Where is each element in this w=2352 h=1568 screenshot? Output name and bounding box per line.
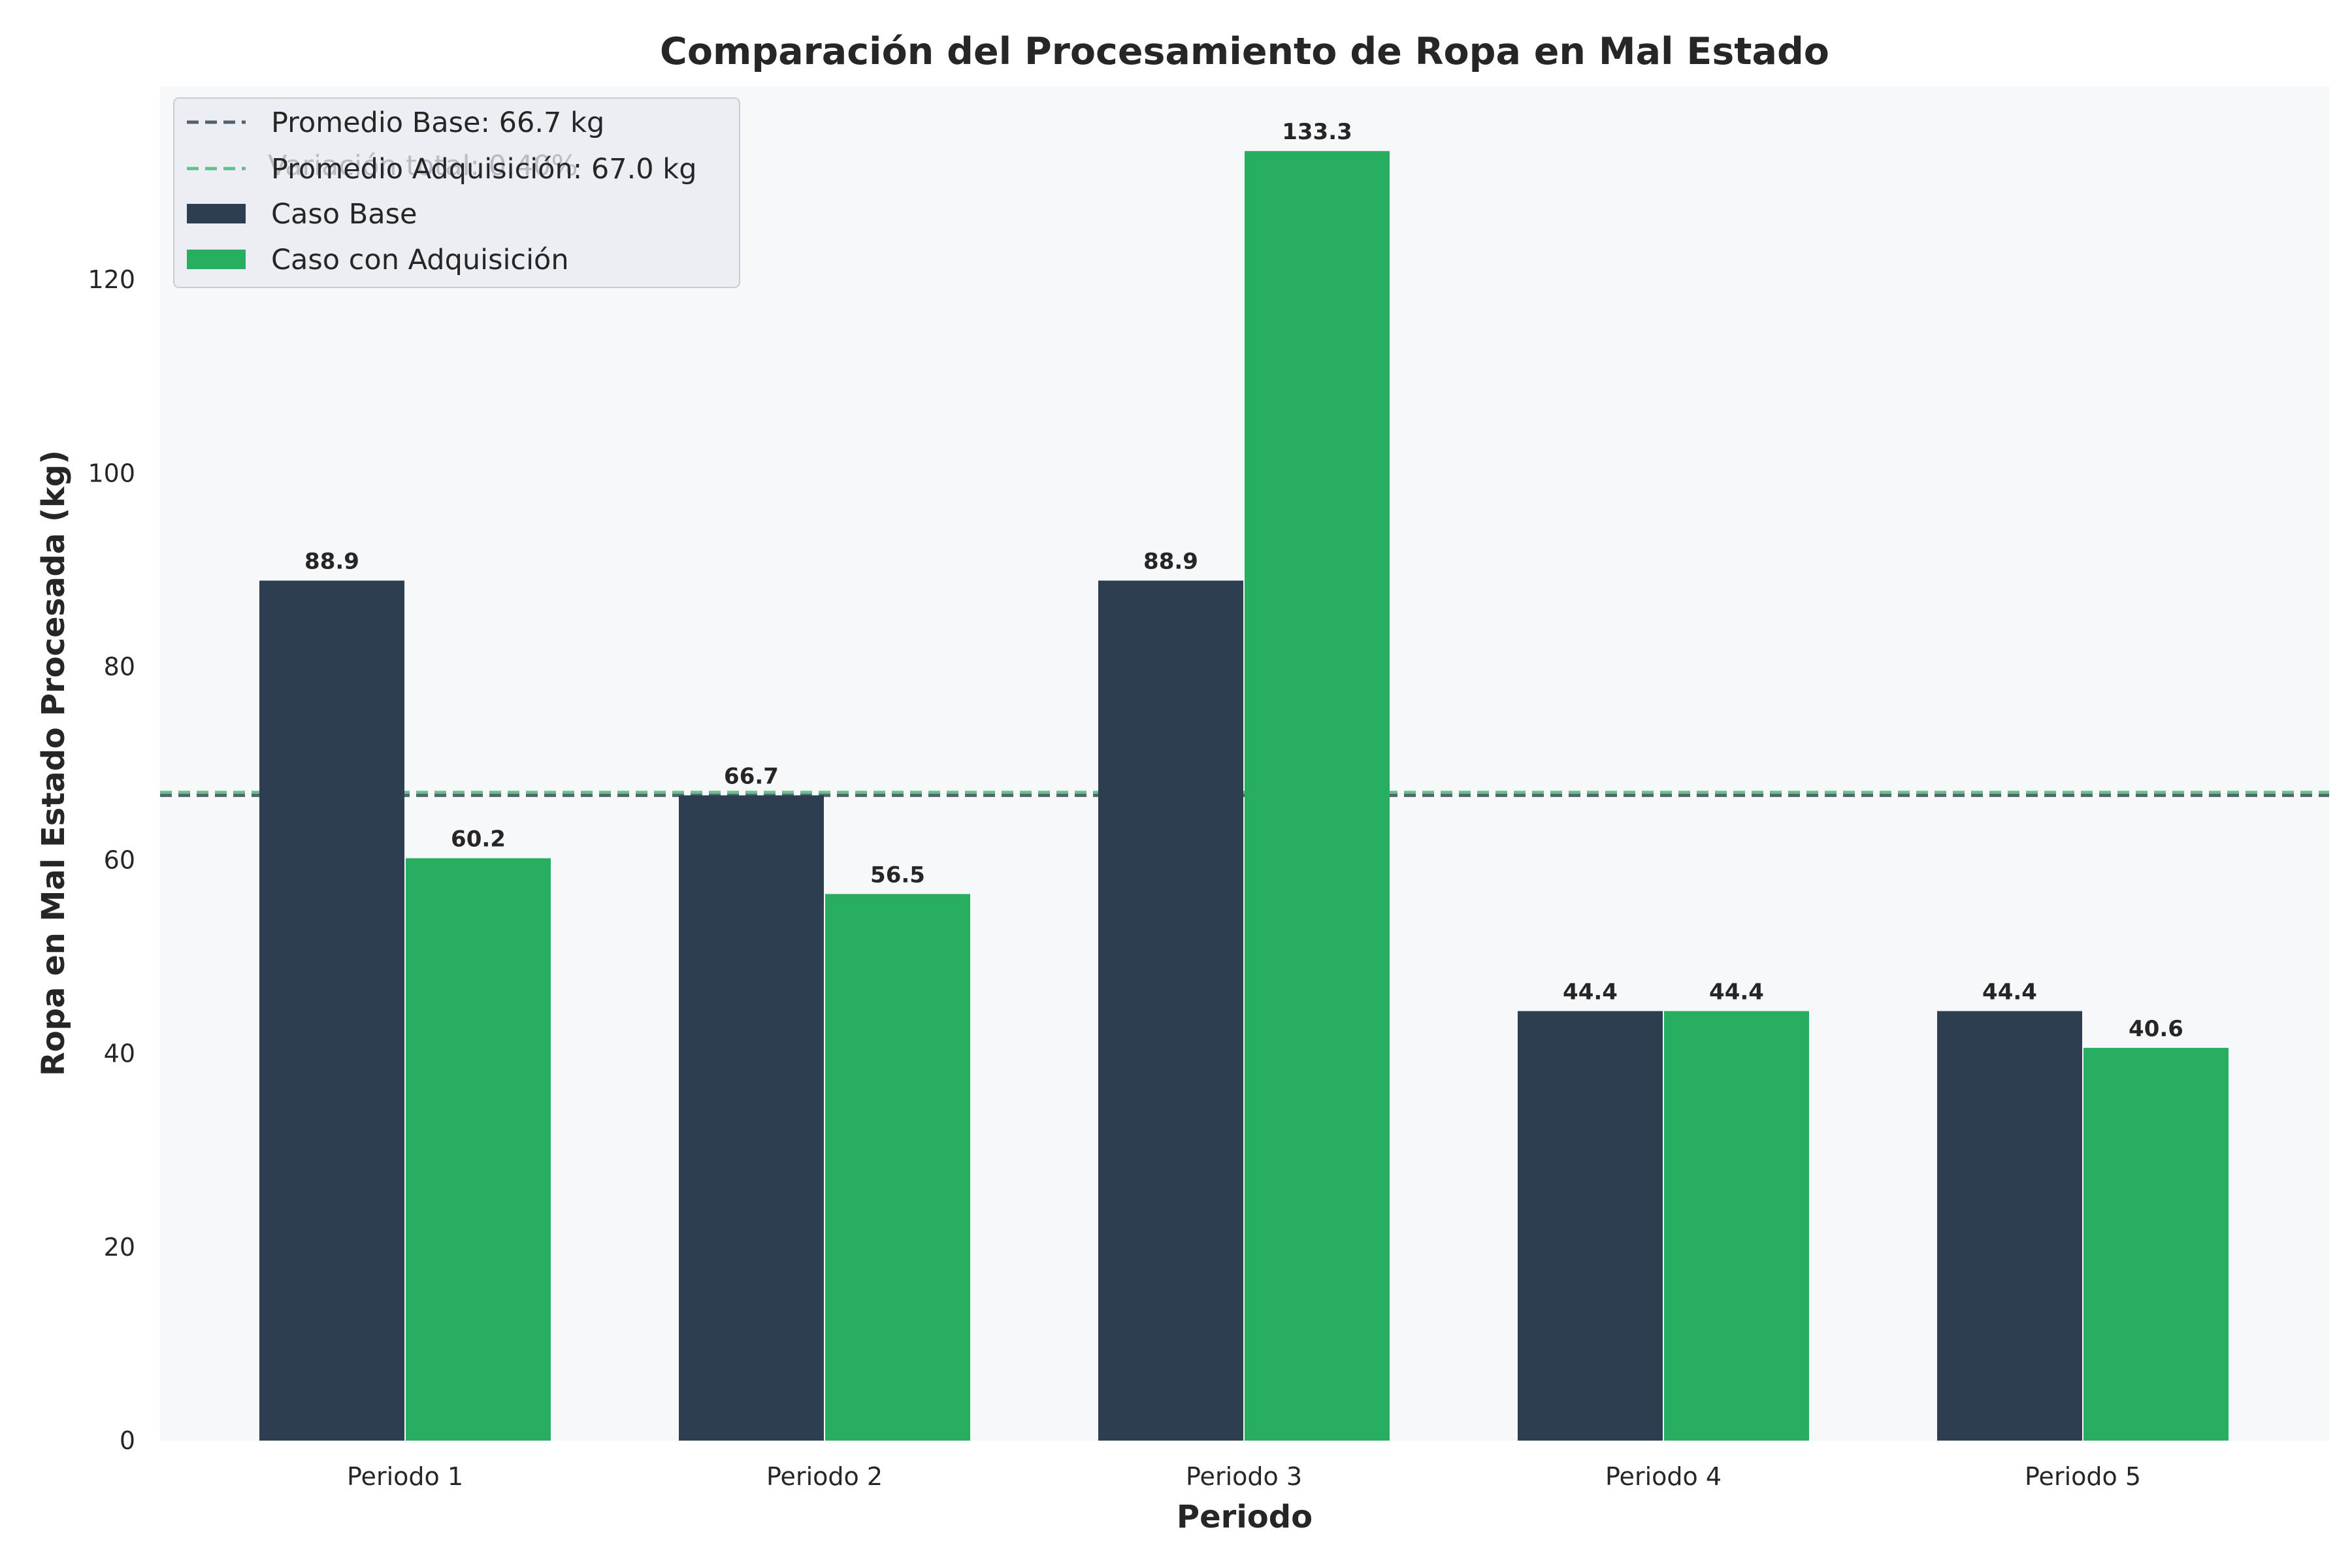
legend-label: Caso con Adquisición [271,244,569,276]
x-tick-label: Periodo 2 [766,1462,883,1491]
legend-box [173,97,740,288]
value-labels-group: 88.9 60.2 66.7 56.5 88.9 133.3 44.4 44.4 44.4 40.… [304,119,2183,1042]
y-tick-label: 60 [104,846,135,875]
bar-caso-base-2 [679,795,824,1441]
bar-caso-base-1 [259,580,404,1441]
x-tick-label: Periodo 4 [1605,1462,1722,1491]
bar-caso-adquisicion-1 [406,858,551,1441]
legend-label: Caso Base [271,198,417,231]
legend-entry-promedio-base: Promedio Base: 66.7 kg [187,106,604,139]
bar-caso-base-4 [1518,1011,1663,1441]
legend-entry-promedio-adquisicion: Promedio Adquisición: 67.0 kg [187,153,697,186]
value-label: 88.9 [1143,549,1198,575]
legend-swatch [187,204,246,223]
bars-group [259,151,2229,1441]
bar-caso-base-3 [1098,580,1243,1441]
x-tick-label: Periodo 3 [1186,1462,1302,1491]
bar-caso-base-5 [1937,1011,2082,1441]
value-label: 44.4 [1982,979,2037,1005]
annotation-text: Variación total: 0.40% [268,150,578,182]
y-tick-label: 20 [104,1233,135,1262]
chart-title: Comparación del Procesamiento de Ropa en… [660,30,1829,73]
legend-label: Promedio Adquisición: 67.0 kg [271,153,697,186]
legend-label: Promedio Base: 66.7 kg [271,106,604,139]
x-axis-label: Periodo [1177,1499,1313,1535]
bar-caso-adquisicion-3 [1245,151,1390,1441]
legend-swatch [187,250,246,269]
legend: Variación total: 0.40% Promedio Base: 66… [173,97,740,288]
y-tick-label: 80 [104,652,135,681]
y-tick-label: 100 [88,459,135,487]
value-label: 88.9 [304,549,359,575]
y-tick-label: 120 [88,265,135,294]
bar-caso-adquisicion-2 [825,894,970,1441]
value-label: 44.4 [1563,979,1618,1005]
value-label: 40.6 [2129,1016,2183,1042]
x-tick-label: Periodo 1 [347,1462,463,1491]
bar-caso-adquisicion-5 [2083,1047,2229,1441]
y-axis-ticks: 0 20 40 60 80 100 120 [88,265,135,1455]
y-tick-label: 40 [104,1039,135,1068]
value-label: 56.5 [870,862,925,888]
legend-entry-caso-adquisicion: Caso con Adquisición [187,244,569,276]
y-tick-label: 0 [120,1426,135,1455]
y-axis-label: Ropa en Mal Estado Procesada (kg) [35,450,72,1076]
value-label: 60.2 [451,826,506,853]
x-axis-ticks: Periodo 1 Periodo 2 Periodo 3 Periodo 4 Peri… [347,1462,2141,1491]
value-label: 133.3 [1282,119,1352,145]
legend-entry-caso-base: Caso Base [187,198,417,231]
bar-caso-adquisicion-4 [1664,1011,1809,1441]
value-label: 44.4 [1709,979,1764,1005]
value-label: 66.7 [724,763,779,789]
x-tick-label: Periodo 5 [2025,1462,2141,1491]
